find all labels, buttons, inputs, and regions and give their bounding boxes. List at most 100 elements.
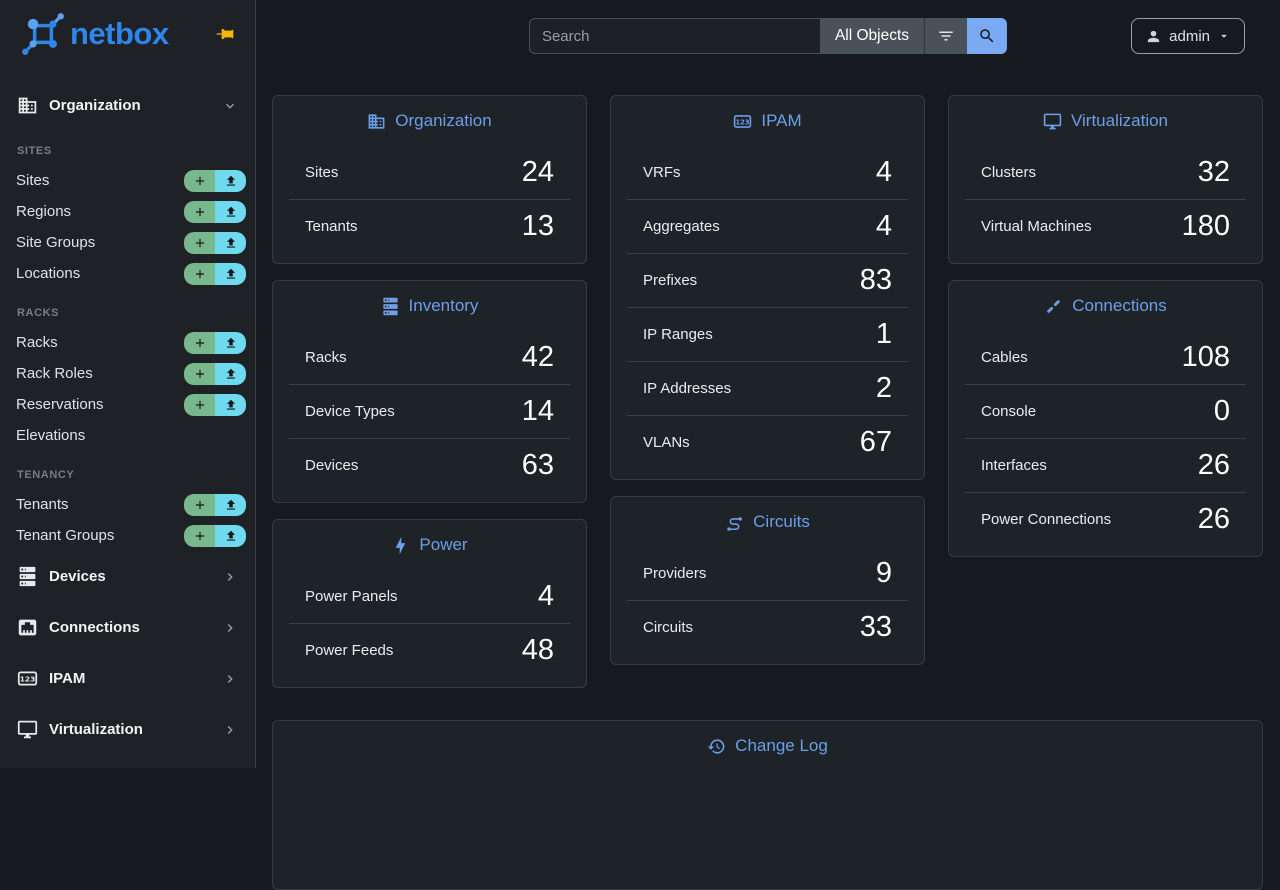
stat-label[interactable]: VLANs: [643, 434, 690, 451]
chevron-right-icon: [227, 674, 233, 683]
sidebar: netbox Organization SITES Sites Regions: [0, 0, 256, 768]
chevron-right-icon: [227, 725, 233, 734]
stat-label[interactable]: Aggregates: [643, 218, 720, 235]
counter-icon: [17, 671, 38, 686]
import-button[interactable]: [215, 493, 246, 516]
stat-label[interactable]: Device Types: [305, 403, 395, 420]
stat-label[interactable]: Devices: [305, 457, 359, 474]
stat-value[interactable]: 180: [1181, 210, 1230, 242]
sidebar-item-label[interactable]: Rack Roles: [16, 365, 93, 382]
import-button[interactable]: [215, 524, 246, 547]
add-button[interactable]: [184, 331, 215, 354]
stat-label[interactable]: Sites: [305, 164, 339, 181]
card-inventory: Inventory Racks 42 Device Types 14 Devic…: [272, 280, 587, 503]
stat-value[interactable]: 1: [875, 318, 892, 350]
search-scope-dropdown[interactable]: All Objects: [819, 18, 925, 54]
stat-row: IP Ranges 1: [627, 307, 908, 361]
stat-label[interactable]: VRFs: [643, 164, 681, 181]
sidebar-menu-connections[interactable]: Connections: [0, 602, 255, 653]
stat-value[interactable]: 14: [521, 395, 554, 427]
sidebar-item-tenants: Tenants: [0, 489, 255, 520]
stat-value[interactable]: 26: [1197, 503, 1230, 535]
sidebar-menu-organization[interactable]: Organization: [0, 84, 255, 127]
stat-row: Providers 9: [627, 547, 908, 600]
sidebar-item-label[interactable]: Sites: [16, 172, 50, 189]
import-button[interactable]: [215, 362, 246, 385]
stat-value[interactable]: 108: [1181, 341, 1230, 373]
search-filter-button[interactable]: [924, 18, 968, 54]
stat-value[interactable]: 48: [521, 634, 554, 666]
sidebar-menu-devices[interactable]: Devices: [0, 551, 255, 602]
sidebar-item-label[interactable]: Reservations: [16, 396, 104, 413]
add-button[interactable]: [184, 169, 215, 192]
stat-label[interactable]: IP Ranges: [643, 326, 713, 343]
plus-icon: [195, 400, 204, 409]
stat-label[interactable]: Power Connections: [981, 511, 1112, 528]
stat-value[interactable]: 13: [521, 210, 554, 242]
import-button[interactable]: [215, 200, 246, 223]
sidebar-item-label[interactable]: Tenants: [16, 496, 69, 513]
stat-label[interactable]: Providers: [643, 565, 707, 582]
stat-value[interactable]: 4: [537, 580, 554, 612]
stat-value[interactable]: 9: [875, 557, 892, 589]
add-button[interactable]: [184, 493, 215, 516]
stat-label[interactable]: Racks: [305, 349, 347, 366]
add-button[interactable]: [184, 231, 215, 254]
stat-label[interactable]: IP Addresses: [643, 380, 732, 397]
import-button[interactable]: [215, 169, 246, 192]
add-button[interactable]: [184, 200, 215, 223]
stat-label[interactable]: Virtual Machines: [981, 218, 1092, 235]
chevron-right-icon: [227, 572, 233, 581]
card-organization: Organization Sites 24 Tenants 13: [272, 95, 587, 264]
stat-value[interactable]: 42: [521, 341, 554, 373]
stat-value[interactable]: 2: [875, 372, 892, 404]
stat-label[interactable]: Interfaces: [981, 457, 1047, 474]
user-menu-button[interactable]: admin: [1131, 18, 1245, 54]
sidebar-item-label[interactable]: Locations: [16, 265, 81, 282]
stat-label[interactable]: Clusters: [981, 164, 1037, 181]
sidebar-menu-ipam[interactable]: IPAM: [0, 653, 255, 704]
stat-row: Circuits 33: [627, 600, 908, 654]
stat-label[interactable]: Power Feeds: [305, 642, 394, 659]
stat-value[interactable]: 63: [521, 449, 554, 481]
search-input[interactable]: [528, 18, 820, 54]
import-button[interactable]: [215, 393, 246, 416]
sidebar-menu-virtualization[interactable]: Virtualization: [0, 704, 255, 755]
plus-icon: [195, 207, 204, 216]
stat-value[interactable]: 26: [1197, 449, 1230, 481]
stat-value[interactable]: 0: [1213, 395, 1230, 427]
stat-label[interactable]: Power Panels: [305, 588, 398, 605]
sidebar-item-label[interactable]: Elevations: [16, 427, 86, 444]
stat-value[interactable]: 4: [875, 210, 892, 242]
stat-label[interactable]: Tenants: [305, 218, 358, 235]
dashboard: Organization Sites 24 Tenants 13: [256, 71, 1280, 890]
stat-value[interactable]: 24: [521, 156, 554, 188]
sidebar-item-reservations: Reservations: [0, 389, 255, 420]
stat-label[interactable]: Prefixes: [643, 272, 698, 289]
stat-value[interactable]: 33: [859, 611, 892, 643]
add-button[interactable]: [184, 362, 215, 385]
import-button[interactable]: [215, 262, 246, 285]
add-button[interactable]: [184, 393, 215, 416]
stat-value[interactable]: 67: [859, 426, 892, 458]
import-button[interactable]: [215, 331, 246, 354]
stat-value[interactable]: 4: [875, 156, 892, 188]
add-button[interactable]: [184, 524, 215, 547]
stat-value[interactable]: 32: [1197, 156, 1230, 188]
sidebar-pin-button[interactable]: [209, 22, 241, 46]
counter-icon: [734, 114, 752, 128]
stat-label[interactable]: Cables: [981, 349, 1028, 366]
netbox-wordmark[interactable]: netbox: [70, 16, 169, 51]
stat-label[interactable]: Console: [981, 403, 1037, 420]
sidebar-item-label[interactable]: Tenant Groups: [16, 527, 115, 544]
stat-label[interactable]: Circuits: [643, 619, 694, 636]
sidebar-item-label[interactable]: Regions: [16, 203, 72, 220]
upload-icon: [226, 399, 235, 410]
add-button[interactable]: [184, 262, 215, 285]
sidebar-item-label[interactable]: Site Groups: [16, 234, 96, 251]
import-button[interactable]: [215, 231, 246, 254]
stat-value[interactable]: 83: [859, 264, 892, 296]
search-submit-button[interactable]: [967, 18, 1008, 54]
sidebar-item-label[interactable]: Racks: [16, 334, 58, 351]
netbox-logo-icon[interactable]: [20, 11, 66, 57]
